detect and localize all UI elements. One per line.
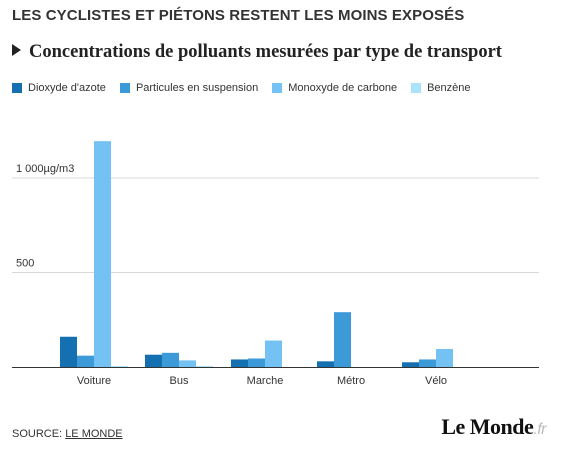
headline: LES CYCLISTES ET PIÉTONS RESTENT LES MOI… — [12, 7, 465, 24]
legend-label: Dioxyde d'azote — [28, 82, 106, 94]
legend-swatch — [272, 83, 283, 93]
chart-title-text: Concentrations de polluants mesurées par… — [29, 42, 502, 62]
bar — [317, 361, 334, 367]
x-tick-label: Marche — [247, 375, 284, 387]
bar — [334, 312, 351, 367]
bar — [231, 359, 248, 367]
legend-item: Particules en suspension — [119, 82, 259, 94]
x-tick-label: Bus — [170, 375, 189, 387]
chart-legend: Dioxyde d'azote Particules en suspension M… — [12, 81, 485, 95]
legend-swatch — [12, 83, 22, 93]
legend-label: Benzène — [427, 82, 471, 94]
bar — [419, 359, 436, 367]
bar — [60, 336, 77, 367]
bar — [145, 354, 162, 367]
legend-item: Monoxyde de carbone — [272, 82, 397, 94]
bar — [179, 360, 196, 367]
logo-suffix: .fr — [533, 421, 546, 438]
legend-item: Dioxyde d'azote — [12, 82, 106, 94]
bar — [265, 340, 282, 367]
triangle-right-icon — [12, 44, 21, 56]
chart-title: Concentrations de polluants mesurées par… — [12, 42, 502, 63]
source-link[interactable]: LE MONDE — [65, 428, 123, 440]
bar — [436, 349, 453, 367]
bar — [162, 352, 179, 367]
bar — [196, 366, 213, 367]
bar — [111, 366, 128, 367]
y-tick-label: 500 — [16, 258, 34, 270]
y-tick-label: 1 000µg/m3 — [16, 163, 74, 175]
logo-text: Le Monde — [441, 414, 534, 439]
legend-label: Particules en suspension — [135, 82, 259, 94]
legend-label: Monoxyde de carbone — [288, 82, 398, 94]
le-monde-logo: Le Monde.fr — [441, 414, 546, 440]
x-tick-label: Vélo — [425, 375, 447, 387]
bar — [402, 362, 419, 367]
bar — [248, 358, 265, 367]
legend-swatch — [119, 83, 130, 93]
source-line: SOURCE: LE MONDE — [12, 428, 123, 440]
source-label: SOURCE: — [12, 428, 66, 440]
bar — [77, 355, 94, 367]
legend-swatch — [411, 83, 422, 93]
x-tick-label: Métro — [337, 375, 365, 387]
legend-item: Benzène — [411, 82, 471, 94]
x-tick-label: Voiture — [77, 375, 111, 387]
bar — [94, 141, 111, 367]
